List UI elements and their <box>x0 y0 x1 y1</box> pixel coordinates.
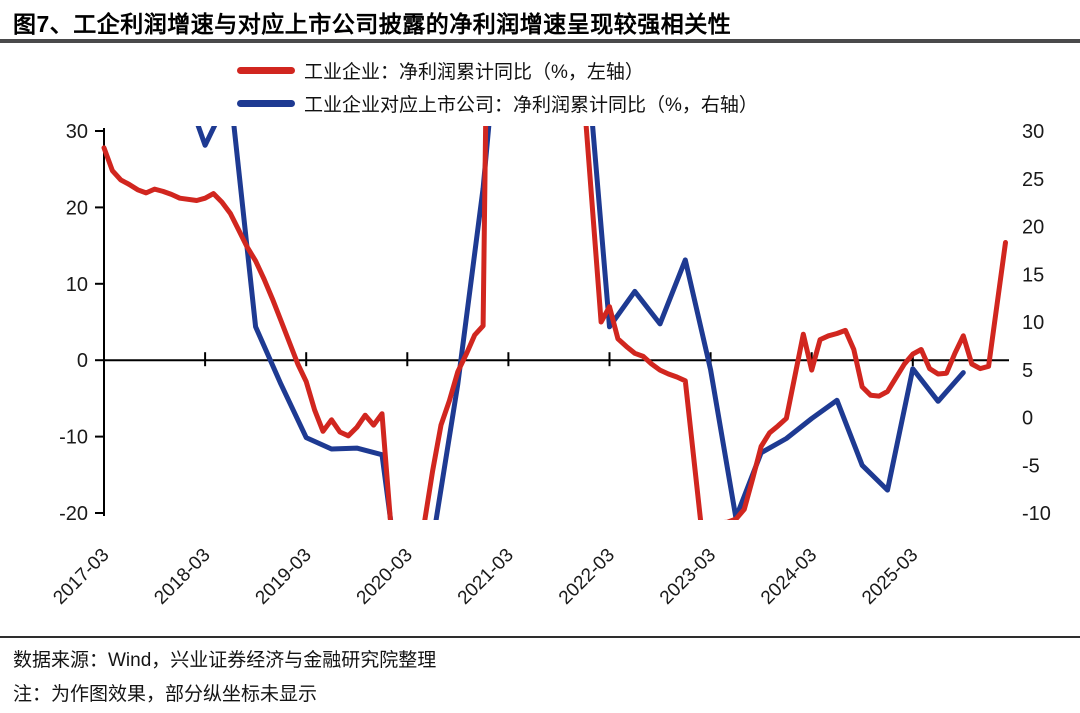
x-axis-tick-label: 2023-03 <box>656 545 720 609</box>
x-axis-tick-label: 2020-03 <box>353 545 417 609</box>
legend-item-listed: 工业企业对应上市公司：净利润累计同比（%，右轴） <box>237 90 758 117</box>
x-axis-tick-label: 2021-03 <box>454 545 518 609</box>
left-axis-tick-label: 0 <box>77 350 88 372</box>
footer-divider <box>0 636 1080 638</box>
right-axis-tick-label: 15 <box>1022 264 1044 286</box>
right-axis-tick-label: 25 <box>1022 169 1044 191</box>
chart-note-text: 注：为作图效果，部分纵坐标未显示 <box>13 684 318 705</box>
left-axis-tick-label: 10 <box>66 274 88 296</box>
x-axis-tick-label: 2022-03 <box>555 545 619 609</box>
x-axis-tick-label: 2017-03 <box>49 545 113 609</box>
chart-legend: 工业企业：净利润累计同比（%，左轴） 工业企业对应上市公司：净利润累计同比（%，… <box>237 57 758 123</box>
title-rule <box>0 39 1080 43</box>
right-axis-tick-label: 20 <box>1022 217 1044 239</box>
left-axis-tick-label: -20 <box>59 503 88 525</box>
right-axis-tick-label: 5 <box>1022 360 1033 382</box>
listed-companies-line <box>195 126 966 520</box>
x-axis-tick-label: 2019-03 <box>252 545 316 609</box>
industrial-enterprises-line <box>101 126 1008 520</box>
legend-label: 工业企业对应上市公司：净利润累计同比（%，右轴） <box>304 95 758 116</box>
page-title: 图7、工企利润增速与对应上市公司披露的净利润增速呈现较强相关性 <box>13 11 732 37</box>
right-axis-tick-label: -5 <box>1022 455 1040 477</box>
red-line-swatch-icon <box>237 67 295 74</box>
x-axis-tick-label: 2025-03 <box>858 545 922 609</box>
left-axis-tick-label: -10 <box>59 427 88 449</box>
data-source-text: 数据来源：Wind，兴业证券经济与金融研究院整理 <box>13 650 437 671</box>
left-axis-tick-label: 30 <box>66 121 88 143</box>
right-axis-tick-label: 30 <box>1022 121 1044 143</box>
legend-item-industrial: 工业企业：净利润累计同比（%，左轴） <box>237 57 758 84</box>
left-axis-tick-label: 20 <box>66 197 88 219</box>
x-axis-tick-label: 2024-03 <box>757 545 821 609</box>
x-axis-tick-label: 2018-03 <box>150 545 214 609</box>
blue-line-swatch-icon <box>237 100 295 107</box>
right-axis-tick-label: 10 <box>1022 312 1044 334</box>
right-axis-tick-label: -10 <box>1022 503 1051 525</box>
right-axis-tick-label: 0 <box>1022 408 1033 430</box>
legend-label: 工业企业：净利润累计同比（%，左轴） <box>304 62 644 83</box>
